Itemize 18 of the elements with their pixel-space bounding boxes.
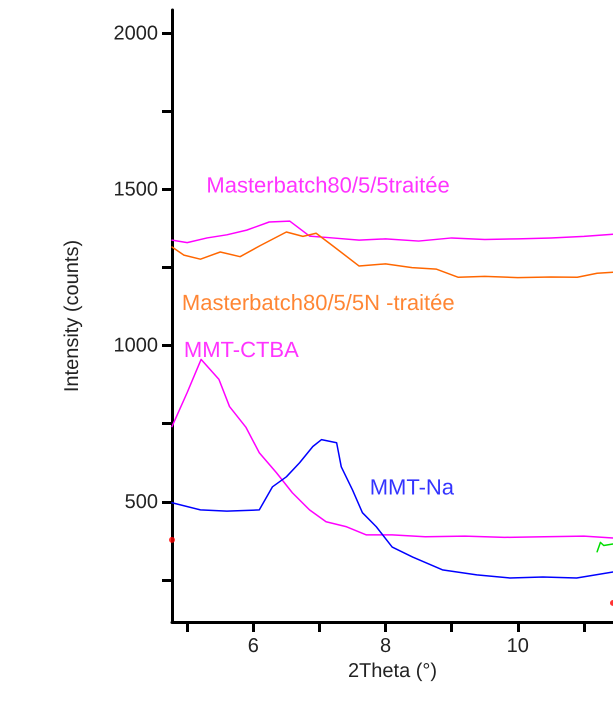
series-label: MMT-CTBA [184, 336, 300, 362]
series-label: Masterbatch80/5/5N -traitée [182, 290, 455, 315]
x-tick-label: 6 [248, 635, 259, 657]
x-tick-label: 8 [380, 635, 392, 657]
y-axis-title: Intensity (counts) [61, 240, 83, 392]
x-tick-label: 10 [506, 635, 529, 657]
line-series [171, 220, 613, 244]
x-axis-title: 2Theta (°) [348, 660, 438, 682]
y-tick-label: 1500 [114, 178, 158, 201]
series-label: Masterbatch80/5/5traitée [206, 172, 450, 198]
line-series [171, 231, 613, 278]
y-tick-label: 1000 [114, 334, 158, 357]
line-series [596, 542, 613, 552]
y-tick-label: 2000 [114, 22, 158, 44]
line-series [171, 358, 613, 539]
line-series [171, 438, 613, 579]
series-label: MMT-Na [370, 474, 455, 500]
y-tick-label: 500 [124, 490, 158, 513]
